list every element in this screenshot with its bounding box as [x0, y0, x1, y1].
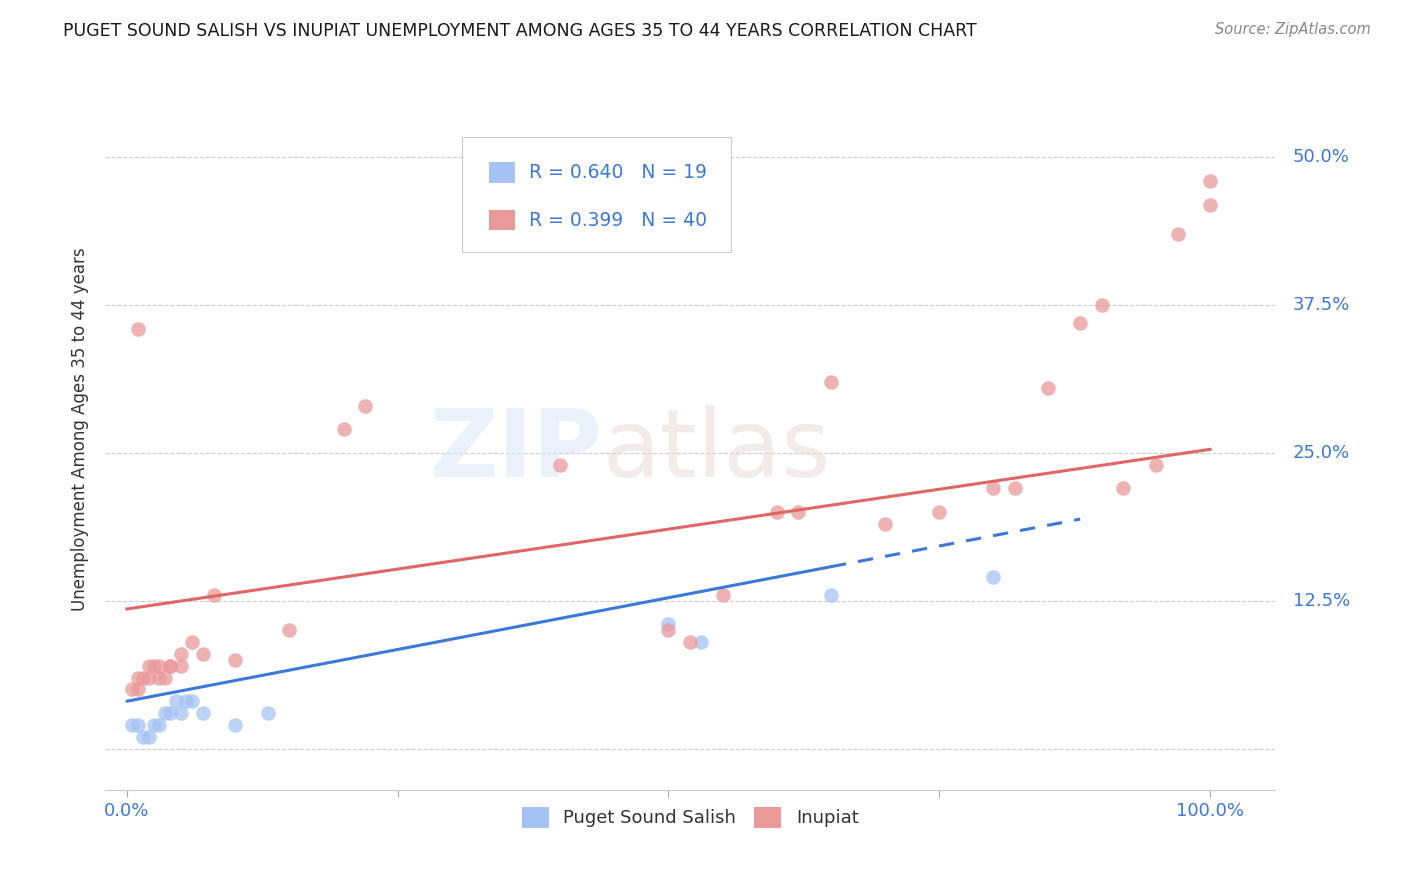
- Text: 50.0%: 50.0%: [1292, 148, 1350, 166]
- Point: [983, 570, 1005, 584]
- Point: [256, 706, 278, 720]
- Point: [765, 505, 787, 519]
- Point: [148, 671, 170, 685]
- Point: [191, 647, 214, 661]
- Point: [127, 718, 149, 732]
- Point: [153, 671, 176, 685]
- Point: [121, 718, 143, 732]
- Point: [159, 658, 181, 673]
- Point: [820, 588, 842, 602]
- Point: [787, 505, 810, 519]
- Point: [1069, 316, 1091, 330]
- Point: [127, 671, 149, 685]
- Point: [148, 718, 170, 732]
- Point: [148, 658, 170, 673]
- Point: [690, 635, 713, 649]
- Y-axis label: Unemployment Among Ages 35 to 44 years: Unemployment Among Ages 35 to 44 years: [72, 247, 89, 611]
- Point: [820, 375, 842, 389]
- Point: [278, 624, 301, 638]
- Text: Source: ZipAtlas.com: Source: ZipAtlas.com: [1215, 22, 1371, 37]
- Text: 37.5%: 37.5%: [1292, 296, 1350, 314]
- Text: R = 0.640   N = 19: R = 0.640 N = 19: [529, 163, 707, 182]
- Point: [1091, 298, 1114, 312]
- Point: [143, 658, 166, 673]
- Point: [1036, 381, 1059, 395]
- Point: [127, 321, 149, 335]
- Point: [983, 481, 1005, 495]
- Text: R = 0.399   N = 40: R = 0.399 N = 40: [529, 211, 707, 229]
- Point: [875, 516, 897, 531]
- Point: [176, 694, 198, 708]
- Point: [224, 718, 246, 732]
- Point: [1199, 197, 1222, 211]
- FancyBboxPatch shape: [489, 210, 515, 230]
- Point: [1167, 227, 1189, 241]
- Point: [159, 706, 181, 720]
- Point: [679, 635, 702, 649]
- Legend: Puget Sound Salish, Inupiat: Puget Sound Salish, Inupiat: [515, 800, 866, 835]
- FancyBboxPatch shape: [489, 162, 515, 183]
- Point: [132, 730, 155, 744]
- Point: [548, 458, 571, 472]
- Point: [202, 588, 225, 602]
- Point: [132, 671, 155, 685]
- Point: [138, 730, 160, 744]
- Point: [127, 682, 149, 697]
- Text: ZIP: ZIP: [430, 405, 602, 497]
- Point: [1112, 481, 1135, 495]
- Point: [180, 694, 202, 708]
- Point: [138, 671, 160, 685]
- Point: [170, 647, 193, 661]
- Point: [657, 617, 679, 632]
- Point: [170, 658, 193, 673]
- Point: [170, 706, 193, 720]
- Point: [180, 635, 202, 649]
- Point: [1199, 174, 1222, 188]
- Text: atlas: atlas: [602, 405, 831, 497]
- Point: [1004, 481, 1026, 495]
- Point: [138, 658, 160, 673]
- Point: [143, 718, 166, 732]
- Point: [191, 706, 214, 720]
- Point: [657, 624, 679, 638]
- Text: 25.0%: 25.0%: [1292, 444, 1350, 462]
- Text: PUGET SOUND SALISH VS INUPIAT UNEMPLOYMENT AMONG AGES 35 TO 44 YEARS CORRELATION: PUGET SOUND SALISH VS INUPIAT UNEMPLOYME…: [63, 22, 977, 40]
- FancyBboxPatch shape: [463, 137, 731, 252]
- Point: [711, 588, 734, 602]
- Point: [165, 694, 187, 708]
- Point: [159, 658, 181, 673]
- Point: [354, 399, 377, 413]
- Point: [332, 422, 354, 436]
- Text: 12.5%: 12.5%: [1292, 591, 1350, 610]
- Point: [153, 706, 176, 720]
- Point: [121, 682, 143, 697]
- Point: [1144, 458, 1167, 472]
- Point: [224, 653, 246, 667]
- Point: [928, 505, 950, 519]
